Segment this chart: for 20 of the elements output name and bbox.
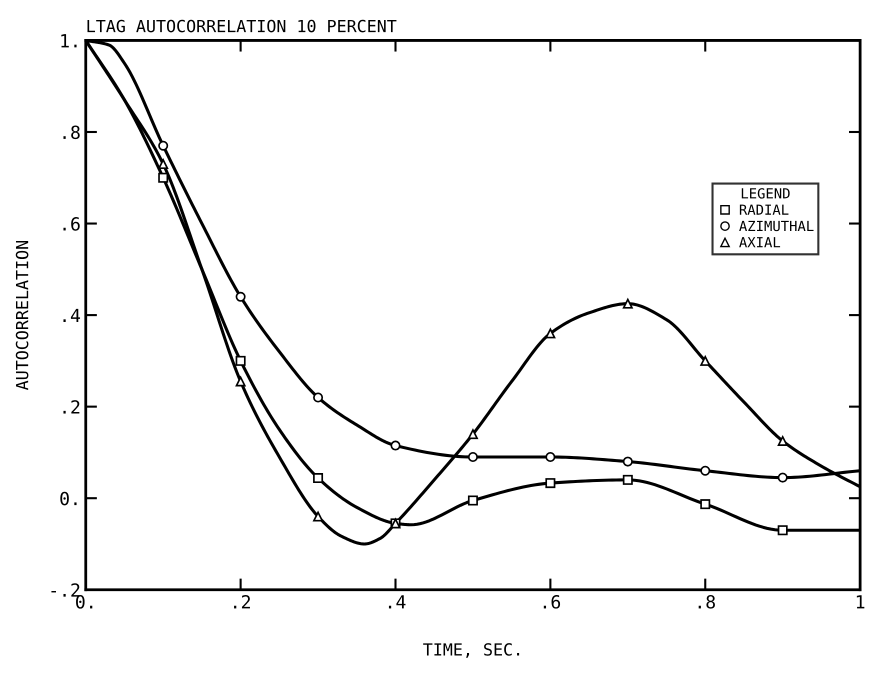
x-axis-title: TIME, SEC. — [423, 643, 520, 658]
x-tick-label: .4 — [388, 595, 406, 608]
y-tick-label: .4 — [63, 308, 80, 322]
y-tick-label: 1. — [61, 34, 77, 48]
legend-label: AXIAL — [739, 237, 780, 248]
legend-label: AZIMUTHAL — [739, 220, 814, 232]
x-tick-label: .8 — [698, 595, 715, 609]
x-tick-label: .2 — [234, 595, 250, 608]
x-tick-label: 0. — [76, 595, 92, 609]
x-tick-label: .6 — [544, 595, 560, 609]
y-axis-title: AUTOCORRELATION — [16, 240, 28, 390]
y-tick-label: -.2 — [51, 583, 80, 597]
legend-label: RADIAL — [740, 204, 788, 215]
x-tick-label: 1 — [856, 595, 864, 608]
y-tick-label: .6 — [63, 217, 80, 231]
y-tick-label: 0. — [60, 492, 77, 506]
y-tick-label: .8 — [63, 126, 80, 140]
y-tick-label: .2 — [63, 400, 80, 414]
legend-title: LEGEND — [742, 188, 790, 199]
chart-title: LTAG AUTOCORRELATION 10 PERCENT — [88, 20, 396, 32]
